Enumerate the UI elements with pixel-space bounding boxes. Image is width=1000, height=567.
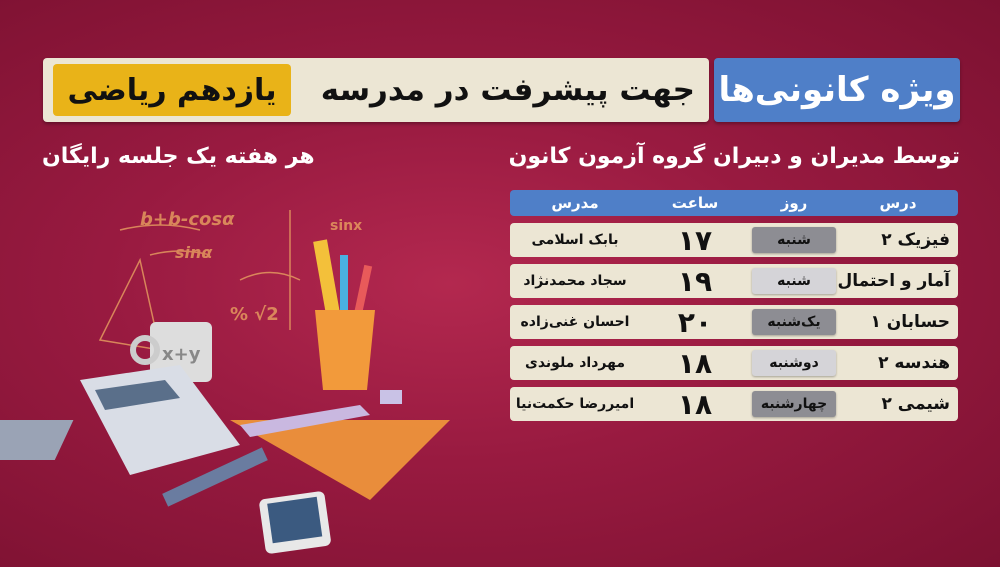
banner: جهت پیشرفت در مدرسه یازدهم ریاضی	[43, 58, 709, 122]
lesson-cell: آمار و احتمال	[837, 271, 950, 291]
ruler-icon	[162, 447, 268, 507]
lesson-cell: شیمی ۲	[881, 394, 950, 414]
hour-cell: ۱۷	[677, 223, 713, 257]
hour-cell: ۲۰	[677, 305, 713, 339]
set-square-icon	[230, 420, 450, 500]
lesson-cell: فیزیک ۲	[881, 230, 950, 250]
col-day: روز	[780, 194, 808, 212]
day-badge: شنبه	[752, 268, 836, 294]
hour-cell: ۱۸	[677, 387, 713, 421]
table-row: هندسه ۲ دوشنبه ۱۸ مهرداد ملوندی	[510, 346, 958, 380]
table-row: شیمی ۲ چهارشنبه ۱۸ امیررضا حکمت‌نیا	[510, 387, 958, 421]
pencil-cup-icon	[313, 239, 375, 390]
svg-text:sinα: sinα	[175, 243, 213, 262]
teacher-cell: احسان غنی‌زاده	[520, 314, 630, 330]
svg-text:x+y: x+y	[162, 344, 201, 365]
banner-text: جهت پیشرفت در مدرسه	[320, 72, 695, 108]
lesson-cell: هندسه ۲	[878, 353, 950, 373]
teacher-cell: امیررضا حکمت‌نیا	[515, 396, 635, 412]
col-hour: ساعت	[671, 194, 719, 212]
day-badge: یک‌شنبه	[752, 309, 836, 335]
lesson-cell: حسابان ۱	[870, 312, 950, 332]
svg-text:sinx: sinx	[330, 218, 362, 234]
col-teacher: مدرس	[551, 194, 599, 212]
grade-badge: یازدهم ریاضی	[53, 64, 291, 116]
day-cell: شنبه	[750, 227, 838, 253]
col-lesson: درس	[879, 194, 917, 212]
phone-icon	[259, 491, 331, 554]
hour-cell: ۱۸	[677, 346, 713, 380]
day-badge: چهارشنبه	[752, 391, 836, 417]
schedule-table: درس روز ساعت مدرس فیزیک ۲ شنبه ۱۷ بابک ا…	[510, 190, 958, 421]
brand-label: ویژه کانونی‌ها	[714, 58, 960, 122]
day-badge: شنبه	[752, 227, 836, 253]
svg-text:b+b-cosα: b+b-cosα	[140, 209, 235, 230]
hour-cell: ۱۹	[677, 264, 713, 298]
day-cell: یک‌شنبه	[750, 309, 838, 335]
protractor-icon	[240, 405, 370, 437]
eraser-icon	[380, 390, 402, 404]
subtitle-free-session: هر هفته یک جلسه رایگان	[42, 144, 315, 169]
teacher-cell: سجاد محمدنژاد	[523, 273, 627, 289]
mug-icon: x+y	[130, 322, 212, 382]
day-badge: دوشنبه	[752, 350, 836, 376]
calculator-icon	[0, 365, 240, 475]
day-cell: دوشنبه	[750, 350, 838, 376]
svg-text:% √2: % √2	[230, 304, 279, 325]
math-illustration: b+b-cosα sinα % √2 sinx x+y	[0, 209, 450, 554]
table-header: درس روز ساعت مدرس	[510, 190, 958, 216]
subtitle-organizers: توسط مدیران و دبیران گروه آزمون کانون	[508, 144, 960, 169]
teacher-cell: مهرداد ملوندی	[525, 355, 625, 371]
table-row: حسابان ۱ یک‌شنبه ۲۰ احسان غنی‌زاده	[510, 305, 958, 339]
day-cell: چهارشنبه	[750, 391, 838, 417]
formula-doodles: b+b-cosα sinα % √2 sinx	[98, 209, 362, 351]
teacher-cell: بابک اسلامی	[531, 232, 619, 248]
table-row: فیزیک ۲ شنبه ۱۷ بابک اسلامی	[510, 223, 958, 257]
table-row: آمار و احتمال شنبه ۱۹ سجاد محمدنژاد	[510, 264, 958, 298]
day-cell: شنبه	[750, 268, 838, 294]
